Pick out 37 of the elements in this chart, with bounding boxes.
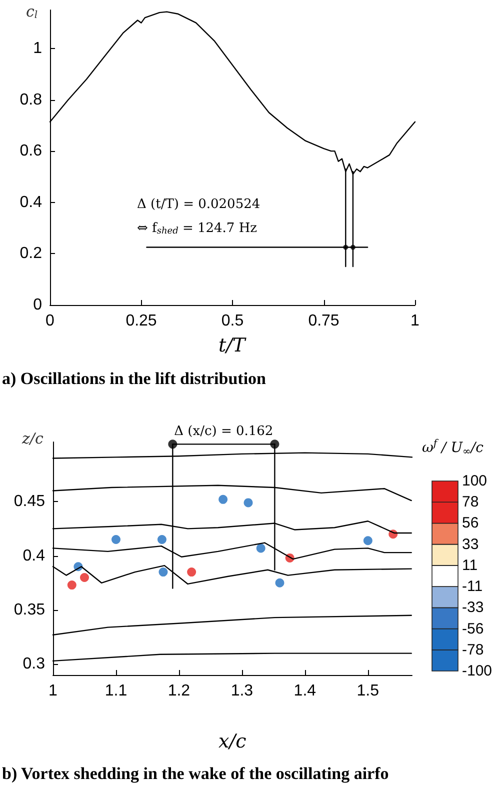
x-tick-label: 0.25 xyxy=(126,312,157,330)
color-bar-label: -100 xyxy=(462,662,492,680)
color-bar-label: -56 xyxy=(462,620,484,638)
x-tick-label: 1.2 xyxy=(168,682,190,700)
x-tick-label: 1.3 xyxy=(230,682,254,700)
x-tick-label: 1.5 xyxy=(356,682,380,700)
x-tick-label: 0.75 xyxy=(308,312,340,330)
x-tick-label: 1 xyxy=(410,312,420,330)
color-bar-label: 33 xyxy=(462,536,479,553)
annotation: Δ (t/T) = 0.020524 xyxy=(137,197,260,212)
y-tick-label: 0.4 xyxy=(22,547,46,564)
y-tick-label: 0.6 xyxy=(20,142,42,160)
y-tick-label: 0.2 xyxy=(20,245,42,262)
x-tick-label: 1.4 xyxy=(294,682,316,700)
x-axis-title: x/c xyxy=(218,730,247,752)
color-bar-label: 11 xyxy=(462,556,478,574)
color-bar-label: -11 xyxy=(462,578,483,596)
y-tick-label: 0.3 xyxy=(22,656,46,673)
color-bar-label: -33 xyxy=(462,599,484,616)
color-bar-label: -78 xyxy=(462,641,484,658)
x-axis-title: t/T xyxy=(218,334,247,356)
text: b) Vortex shedding in the wake of the oscillating airfo xyxy=(2,764,389,783)
y-axis-title: z/c xyxy=(21,430,44,448)
color-bar-label: 100 xyxy=(462,472,488,490)
y-tick-label: 0.8 xyxy=(20,91,42,108)
y-tick-label: 1 xyxy=(33,40,42,57)
color-bar-label: 56 xyxy=(462,514,479,532)
color-bar-label: 78 xyxy=(462,494,479,511)
text: a) Oscillations in the lift distribution xyxy=(2,369,267,388)
x-tick-label: 1 xyxy=(48,682,58,700)
y-tick-label: 0 xyxy=(33,296,42,314)
y-tick-label: 0.4 xyxy=(20,194,42,211)
x-tick-label: 0.5 xyxy=(221,312,244,330)
x-tick-label: 1.1 xyxy=(104,682,128,700)
annotation: Δ (x/c) = 0.162 xyxy=(174,424,274,440)
y-tick-label: 0.45 xyxy=(14,493,46,510)
y-tick-label: 0.35 xyxy=(14,601,46,618)
